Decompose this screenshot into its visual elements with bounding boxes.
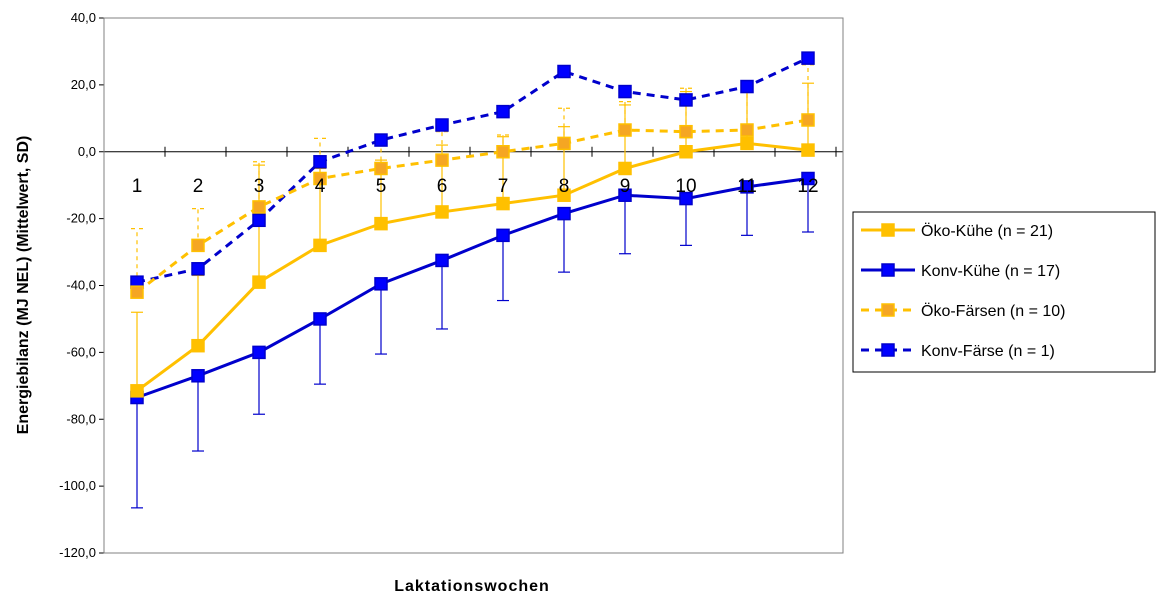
series-point (557, 136, 571, 151)
x-tick-label: 8 (559, 176, 570, 197)
series-point (374, 277, 388, 291)
series-point (313, 155, 327, 169)
series-point (801, 171, 815, 186)
x-tick-label: 10 (675, 176, 696, 197)
series-point (679, 124, 693, 139)
series-point (801, 143, 815, 157)
series-point (191, 338, 205, 353)
series-point (435, 153, 449, 167)
legend-box (852, 211, 1156, 373)
legend-label: Öko-Kühe (n = 21) (921, 222, 1053, 240)
series-point (313, 171, 327, 186)
error-bars (131, 64, 814, 509)
x-axis-title: Laktationswochen (394, 578, 550, 595)
series-point (191, 369, 205, 383)
legend-item: Konv-Kühe (n = 17) (861, 263, 1060, 280)
legend-label: Konv-Kühe (n = 17) (921, 263, 1060, 280)
series-point (740, 180, 754, 194)
y-tick-label: 40,0 (71, 10, 96, 25)
y-axis-title: Energiebilanz (MJ NEL) (Mittelwert, SD) (15, 136, 32, 435)
x-tick-label: 4 (315, 176, 326, 197)
legend-item: Konv-Färse (n = 1) (861, 343, 1055, 360)
series-point (618, 123, 632, 137)
y-tick-label: 20,0 (71, 77, 96, 92)
series-point (618, 188, 632, 202)
plot-frame (103, 17, 844, 554)
series-point (130, 384, 144, 398)
x-tick-label: 1 (132, 176, 143, 197)
series-point (679, 145, 693, 159)
series-point (374, 216, 388, 231)
legend: Öko-Kühe (n = 21) Konv-Kühe (n = 17) Öko-F… (852, 211, 1156, 373)
series-line (136, 56, 809, 284)
legend-marker (881, 263, 895, 277)
series-point (801, 51, 815, 65)
legend-items: Öko-Kühe (n = 21) Konv-Kühe (n = 17) Öko-F… (861, 222, 1066, 360)
x-tick-label: 9 (620, 176, 631, 197)
category-labels: 1 2 3 4 5 6 7 8 9 10 11 12 (132, 176, 819, 197)
x-tick-label: 2 (193, 176, 204, 197)
series-2 (130, 113, 815, 299)
x-tick-label: 7 (498, 176, 509, 197)
series-point (313, 238, 327, 253)
series-point (801, 113, 815, 127)
series-point (557, 206, 571, 221)
series-point (130, 285, 144, 299)
series-point (252, 200, 266, 214)
series-point (740, 136, 754, 151)
series-point (740, 123, 754, 137)
series-point (252, 275, 266, 289)
series-point (191, 238, 205, 253)
x-tick-label: 3 (254, 176, 265, 197)
series-point (557, 188, 571, 202)
y-tick-label: -40,0 (66, 278, 96, 293)
series-line (136, 141, 809, 393)
series-point (435, 205, 449, 219)
series-point (435, 118, 449, 132)
y-tick-label: -20,0 (66, 211, 96, 226)
series-0 (130, 136, 815, 398)
x-tick-label: 6 (437, 176, 448, 197)
y-tick-label: -100,0 (59, 478, 96, 493)
legend-item: Öko-Färsen (n = 10) (861, 302, 1066, 320)
series-layer (130, 51, 815, 405)
series-point (191, 262, 205, 276)
series-point (435, 253, 449, 268)
series-line (136, 177, 809, 399)
series-point (557, 64, 571, 79)
legend-marker (881, 223, 895, 237)
series-3 (130, 51, 815, 289)
y-tick-label: 0,0 (78, 144, 96, 159)
legend-item: Öko-Kühe (n = 21) (861, 222, 1053, 240)
legend-label: Konv-Färse (n = 1) (921, 343, 1055, 360)
series-point (496, 228, 510, 243)
series-point (618, 84, 632, 99)
y-tick-label: -120,0 (59, 545, 96, 560)
series-point (679, 191, 693, 206)
y-tick-label: -60,0 (66, 344, 96, 359)
series-point (374, 161, 388, 176)
series-point (313, 312, 327, 326)
x-tick-label: 11 (737, 176, 757, 197)
series-point (252, 213, 266, 228)
series-point (496, 196, 510, 211)
y-tick-label: -80,0 (66, 411, 96, 426)
legend-marker (881, 343, 895, 357)
series-point (496, 145, 510, 159)
series-point (252, 345, 266, 360)
series-line (136, 118, 809, 294)
y-ticks: 40,0 20,0 0,0 -20,0 -40,0 -60,0 -80,0 -100,0 -12… (59, 10, 104, 560)
series-point (374, 133, 388, 147)
x-tick-label: 5 (376, 176, 387, 197)
series-1 (130, 171, 815, 405)
y-axis: 40,0 20,0 0,0 -20,0 -40,0 -60,0 -80,0 -100,0 -12… (59, 10, 105, 560)
legend-label: Öko-Färsen (n = 10) (921, 302, 1066, 320)
series-point (679, 93, 693, 107)
series-point (618, 161, 632, 176)
series-point (740, 79, 754, 94)
legend-marker (881, 303, 895, 317)
series-point (496, 104, 510, 119)
x-tick-label: 12 (797, 176, 818, 197)
